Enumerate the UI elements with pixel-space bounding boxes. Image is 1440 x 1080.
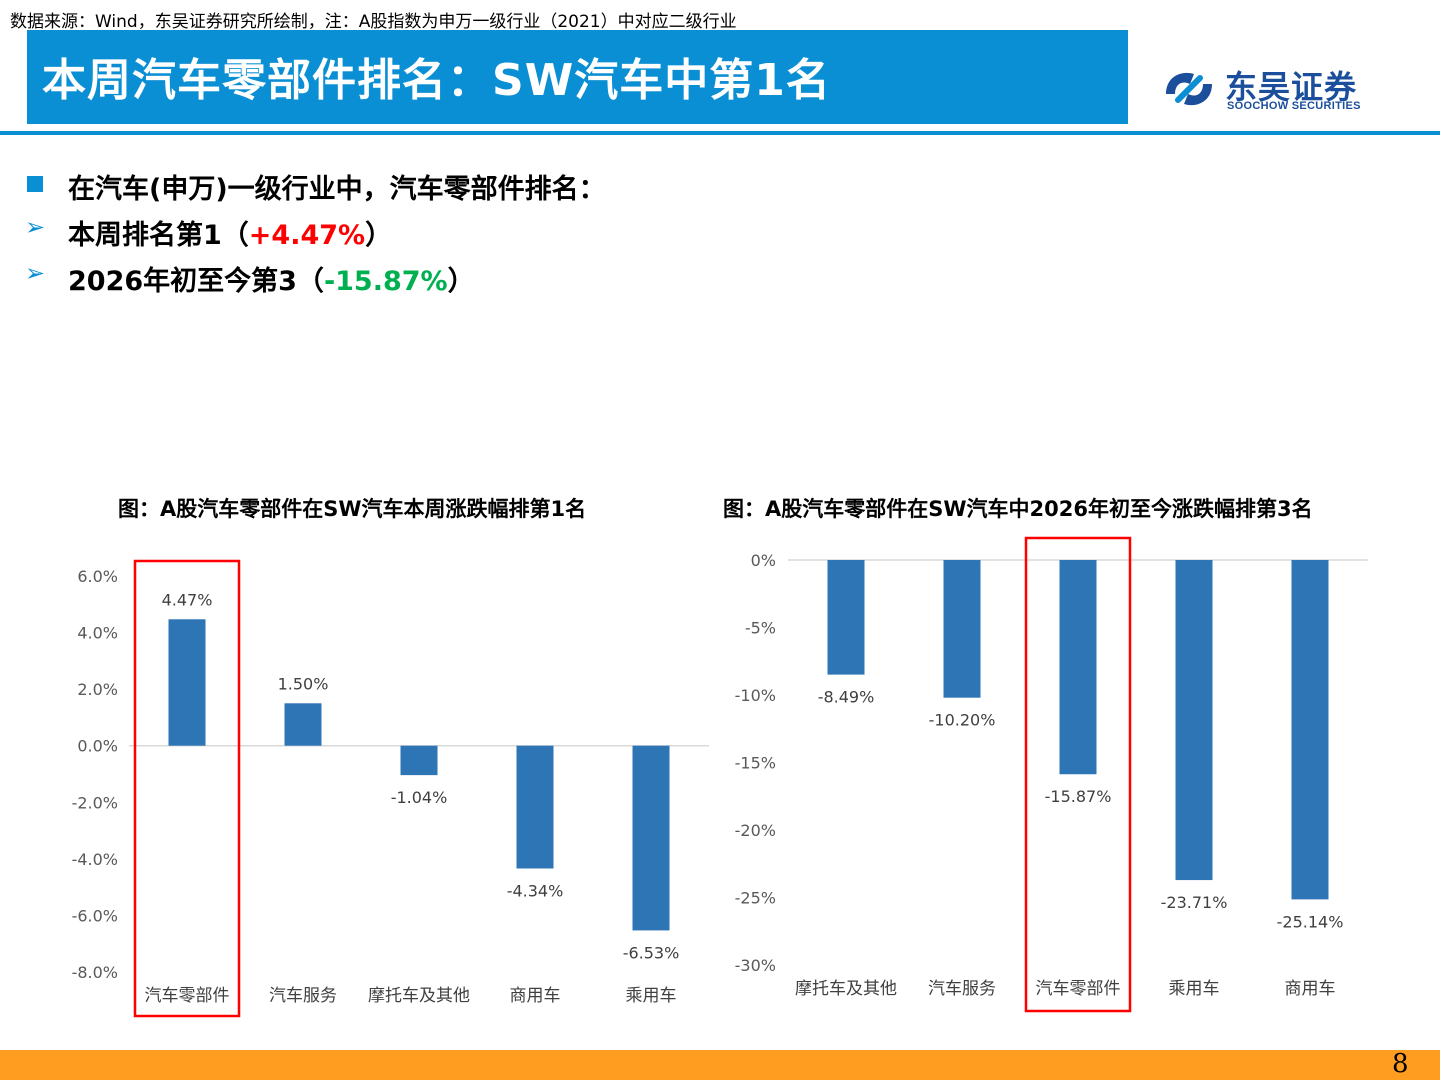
category-label: 汽车零部件 xyxy=(145,986,230,1006)
page-number: 8 xyxy=(1392,1049,1409,1079)
soochow-logo-icon xyxy=(1166,72,1212,106)
y-tick-label: 0.0% xyxy=(77,737,118,756)
category-label: 乘用车 xyxy=(1169,979,1220,999)
data-label: 4.47% xyxy=(162,590,213,609)
y-tick-label: 4.0% xyxy=(77,624,118,643)
category-label: 汽车服务 xyxy=(928,979,996,999)
ytd-change-value: -15.87% xyxy=(323,266,448,297)
category-label: 摩托车及其他 xyxy=(368,986,470,1006)
category-label: 汽车零部件 xyxy=(1036,979,1121,999)
weekly-change-bar-chart: 6.0% 4.0% 2.0% 0.0% -2.0% -4.0% -6.0% -8.0% 4.47… xyxy=(72,559,709,1018)
y-tick-label: -5% xyxy=(745,619,776,638)
page-title: 本周汽车零部件排名：SW汽车中第1名 xyxy=(42,55,831,106)
y-tick-label: -4.0% xyxy=(72,850,118,869)
bullet-weekly-rank-text: 本周排名第1（+4.47%） xyxy=(68,220,393,251)
y-tick-label: -2.0% xyxy=(72,793,118,812)
chart-1-title: 图：A股汽车零部件在SW汽车本周涨跌幅排第1名 xyxy=(118,497,587,521)
bar xyxy=(284,703,322,746)
bullet-ytd-rank-text: 2026年初至今第3（-15.87%） xyxy=(68,266,475,297)
title-bar xyxy=(27,30,1128,124)
logo-chinese-name: 东吴证券 xyxy=(1225,68,1358,106)
arrow-bullet-icon: ➢ xyxy=(25,259,46,287)
category-label: 商用车 xyxy=(1285,979,1336,999)
data-label: -10.20% xyxy=(929,711,996,730)
bar xyxy=(168,619,206,746)
chart-2-title: 图：A股汽车零部件在SW汽车中2026年初至今涨跌幅排第3名 xyxy=(723,497,1313,521)
data-source-note: 数据来源：Wind，东吴证券研究所绘制，注：A股指数为申万一级行业（2021）中… xyxy=(10,12,737,32)
bullet-summary-text: 在汽车(申万)一级行业中，汽车零部件排名： xyxy=(68,174,606,205)
category-label: 摩托车及其他 xyxy=(795,979,897,999)
title-divider xyxy=(0,131,1440,135)
arrow-bullet-icon: ➢ xyxy=(25,213,46,241)
bar xyxy=(1059,560,1097,775)
data-label: -4.34% xyxy=(507,881,564,900)
data-label: 1.50% xyxy=(278,674,329,693)
bar xyxy=(400,745,438,776)
square-bullet-icon xyxy=(27,176,43,192)
bar xyxy=(1175,560,1213,881)
data-label: -25.14% xyxy=(1277,912,1344,931)
bar xyxy=(943,560,981,698)
highlight-box xyxy=(133,559,241,1018)
y-tick-label: -30% xyxy=(735,956,776,975)
logo-english-name: SOOCHOW SECURITIES xyxy=(1227,100,1361,112)
y-tick-label: 6.0% xyxy=(77,567,118,586)
bar xyxy=(516,745,554,869)
bar xyxy=(1291,560,1329,900)
weekly-change-value: +4.47% xyxy=(248,220,366,251)
bar xyxy=(632,745,670,931)
footer-bar xyxy=(0,1050,1440,1080)
bar xyxy=(827,560,865,675)
highlight-box xyxy=(1024,536,1132,1013)
y-tick-label: -25% xyxy=(735,889,776,908)
data-label: -1.04% xyxy=(391,788,448,807)
category-label: 商用车 xyxy=(510,986,561,1006)
category-label: 汽车服务 xyxy=(269,986,337,1006)
y-tick-label: 2.0% xyxy=(77,680,118,699)
y-tick-label: -8.0% xyxy=(72,963,118,982)
data-label: -15.87% xyxy=(1045,787,1112,806)
y-tick-label: -10% xyxy=(735,686,776,705)
ytd-change-bar-chart: 0% -5% -10% -15% -20% -25% -30% -8.49% 摩托车及其他 -10… xyxy=(735,536,1368,1013)
data-label: -23.71% xyxy=(1161,893,1228,912)
category-label: 乘用车 xyxy=(626,986,677,1006)
y-tick-label: 0% xyxy=(751,551,776,570)
y-tick-label: -20% xyxy=(735,821,776,840)
data-label: -6.53% xyxy=(623,943,680,962)
data-label: -8.49% xyxy=(818,688,875,707)
y-tick-label: -15% xyxy=(735,754,776,773)
y-tick-label: -6.0% xyxy=(72,906,118,925)
company-logo: 东吴证券 SOOCHOW SECURITIES xyxy=(1160,60,1375,120)
